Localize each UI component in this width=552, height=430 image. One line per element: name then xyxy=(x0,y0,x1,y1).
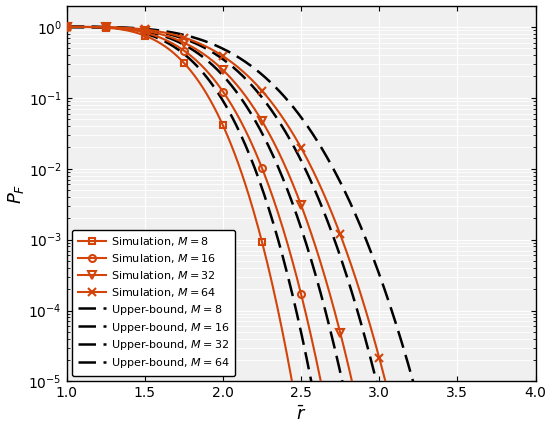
Legend: Simulation, $M = 8$, Simulation, $M = 16$, Simulation, $M = 32$, Simulation, $M : Simulation, $M = 8$, Simulation, $M = 16… xyxy=(72,230,235,376)
Y-axis label: $P_F$: $P_F$ xyxy=(6,183,25,204)
X-axis label: $\bar{r}$: $\bar{r}$ xyxy=(296,406,306,424)
